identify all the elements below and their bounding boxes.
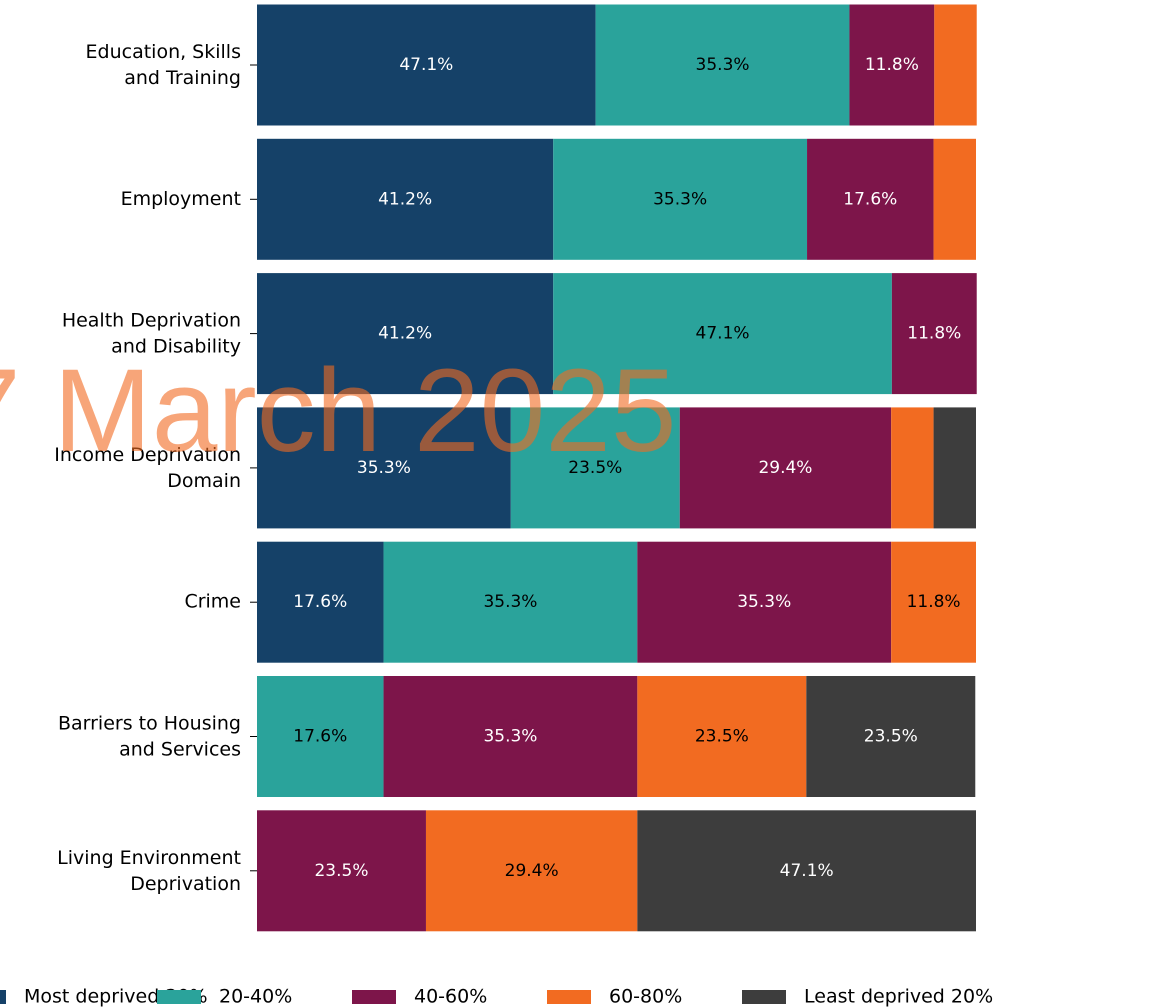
bar-segment xyxy=(933,407,976,529)
bar-segment xyxy=(257,541,384,663)
legend-label: Least deprived 20% xyxy=(804,986,993,1007)
bar-segment xyxy=(637,541,892,663)
bar-segment xyxy=(807,138,934,260)
value-label: 17.6% xyxy=(293,727,347,747)
legend-label: 60-80% xyxy=(609,986,682,1007)
value-label: 17.6% xyxy=(843,189,897,209)
legend-swatch xyxy=(547,990,591,1004)
value-label: 23.5% xyxy=(314,861,368,881)
bar-segment xyxy=(595,4,850,126)
bar-segment xyxy=(637,676,807,797)
bar-segment xyxy=(934,4,977,126)
y-tick-label: Crime xyxy=(184,591,241,613)
value-label: 41.2% xyxy=(378,324,432,344)
value-label: 23.5% xyxy=(864,727,918,747)
value-label: 47.1% xyxy=(399,55,453,75)
value-label: 29.4% xyxy=(758,458,812,478)
y-tick-label: Barriers to Housing and Services xyxy=(58,712,241,760)
y-tick-label: Health Deprivation and Disability xyxy=(62,309,241,357)
value-label: 35.3% xyxy=(696,55,750,75)
value-label: 47.1% xyxy=(696,324,750,344)
legend-swatch xyxy=(352,990,396,1004)
bar-segment xyxy=(679,407,892,529)
legend-swatch xyxy=(0,990,6,1004)
bar-segment xyxy=(891,407,934,529)
bar-segment xyxy=(383,676,638,797)
value-label: 23.5% xyxy=(568,458,622,478)
value-label: 41.2% xyxy=(378,189,432,209)
y-tick-label: Living Environment Deprivation xyxy=(57,846,241,894)
value-label: 35.3% xyxy=(653,189,707,209)
value-label: 11.8% xyxy=(907,324,961,344)
bar-segment xyxy=(553,273,892,395)
legend-swatch xyxy=(742,990,786,1004)
value-label: 11.8% xyxy=(865,55,919,75)
bar-segment xyxy=(553,138,808,260)
bar-segment xyxy=(806,676,976,797)
bar-segment xyxy=(891,541,976,663)
value-label: 17.6% xyxy=(293,592,347,612)
bar-segment xyxy=(257,138,554,260)
bar-segment xyxy=(849,4,935,126)
bar-segment xyxy=(383,541,638,663)
value-label: 23.5% xyxy=(695,727,749,747)
value-label: 35.3% xyxy=(483,592,537,612)
bar-segment xyxy=(257,407,511,529)
bar-segment xyxy=(257,676,384,797)
bar-segment xyxy=(257,4,596,126)
y-tick-label: Education, Skills and Training xyxy=(86,41,241,89)
bar-segment xyxy=(257,810,426,932)
bar-segment xyxy=(510,407,680,529)
bar-segment xyxy=(891,273,977,395)
watermark: 7 March 2025 xyxy=(0,345,677,477)
y-tick-label: Income Deprivation Domain xyxy=(54,443,241,491)
value-label: 29.4% xyxy=(505,861,559,881)
plot: Education, Skills and Training 47.1% 35.3% 1… xyxy=(0,4,993,1007)
value-label: 35.3% xyxy=(483,727,537,747)
bar-segment xyxy=(425,810,638,932)
legend-label: 40-60% xyxy=(414,986,487,1007)
bar-segment xyxy=(933,138,976,260)
value-label: 35.3% xyxy=(737,592,791,612)
value-label: 47.1% xyxy=(780,861,834,881)
bar-segment xyxy=(637,810,976,932)
legend-label: 20-40% xyxy=(219,986,292,1007)
value-label: 11.8% xyxy=(907,592,961,612)
y-tick-label: Employment xyxy=(121,188,241,210)
bar-segment xyxy=(257,273,554,395)
value-label: 35.3% xyxy=(357,458,411,478)
legend-swatch xyxy=(157,990,201,1004)
